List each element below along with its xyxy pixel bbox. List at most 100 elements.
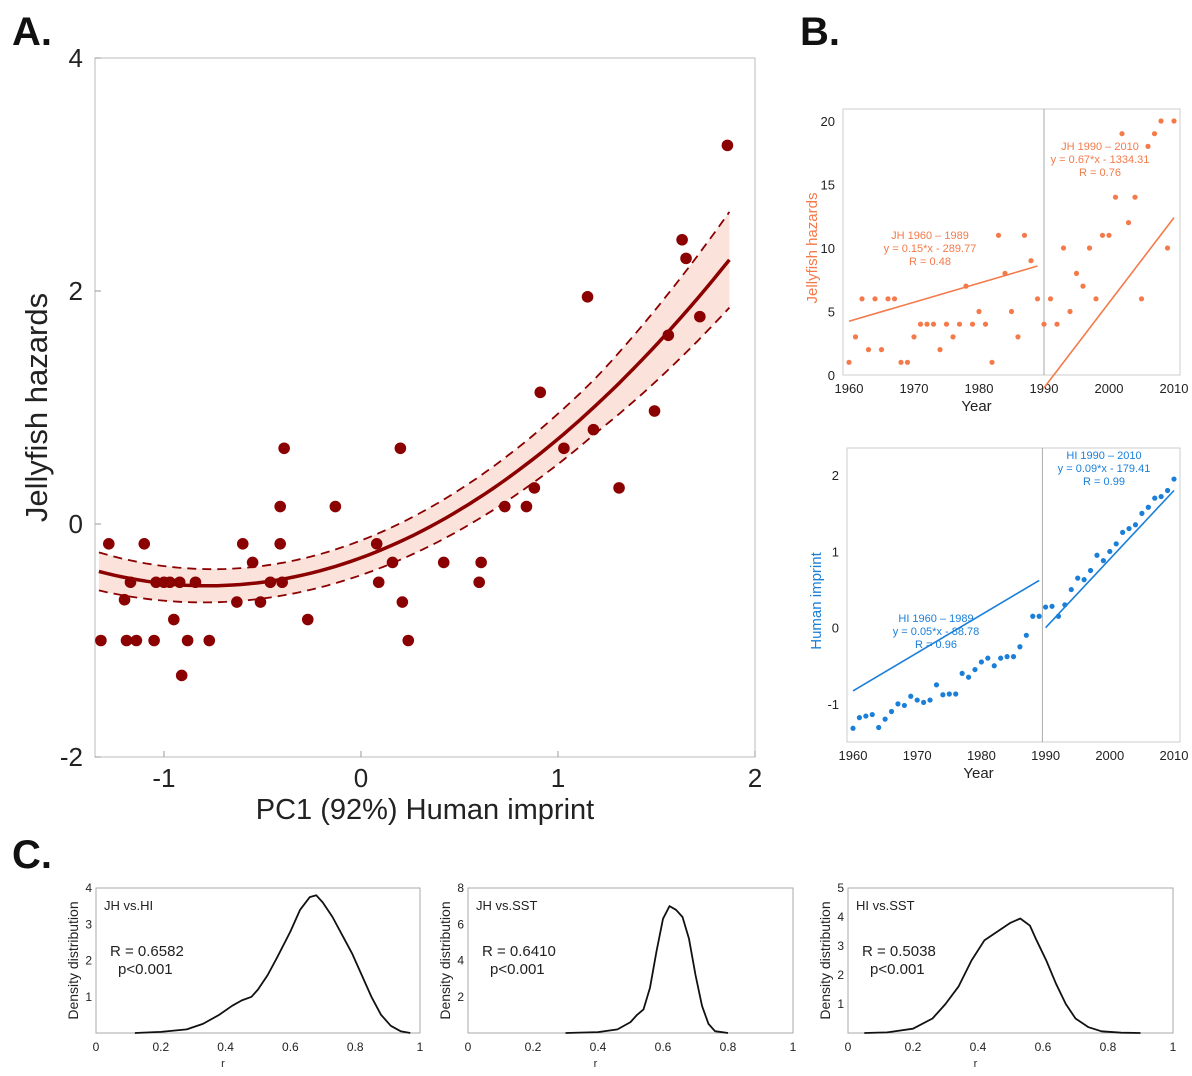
- chart-b-top-frame: [842, 108, 1181, 376]
- chart-a-point: [662, 329, 675, 342]
- chart-a-point: [276, 576, 288, 589]
- chart-c3-ytick-label: 2: [837, 968, 844, 982]
- chart-c2-xtick-label: 0.4: [590, 1040, 607, 1054]
- chart-b-top-point: [943, 321, 950, 327]
- chart-b-bottom-point: [850, 725, 856, 731]
- chart-b-bottom-point: [927, 697, 933, 703]
- chart-b-bottom-point: [908, 693, 914, 699]
- chart-b-top-point: [1164, 245, 1171, 251]
- chart-b-bottom-point: [1132, 522, 1139, 528]
- chart-a-point: [173, 576, 186, 589]
- chart-a-point: [130, 634, 143, 647]
- chart-a-point: [498, 500, 511, 513]
- chart-a-point: [138, 538, 151, 550]
- chart-a-point: [558, 442, 570, 455]
- chart-b-top-annotation-line: y = 0.15*x - 289.77: [884, 243, 977, 255]
- chart-b-top-point: [1080, 283, 1086, 289]
- chart-b-bottom-point: [965, 674, 972, 680]
- chart-b-top-annotation-line: y = 0.67*x - 1334.31: [1051, 154, 1150, 166]
- chart-c3-xtick-label: 0: [845, 1040, 852, 1054]
- chart-c2-ytick-label: 8: [457, 881, 464, 895]
- chart-c2-density-curve: [565, 905, 729, 1034]
- chart-b-top-point: [1002, 270, 1008, 276]
- chart-b-top-point: [995, 232, 1002, 238]
- chart-b-bottom-point: [1062, 602, 1068, 608]
- chart-a-xtick-label: 0: [354, 763, 368, 793]
- chart-a-point: [437, 556, 450, 569]
- chart-c1-ytick-label: 3: [85, 917, 92, 931]
- chart-b-bottom-xtick-label: 1970: [903, 748, 932, 763]
- chart-b-bottom-point: [914, 697, 920, 703]
- chart-a-point: [95, 634, 107, 647]
- chart-b-bottom-xtick-label: 2000: [1095, 748, 1124, 763]
- chart-c1-ytick-label: 4: [85, 881, 92, 895]
- chart-b-bottom-point: [998, 655, 1004, 661]
- chart-b-bottom-point: [1036, 613, 1042, 619]
- chart-c3-xtick-label: 0.8: [1100, 1040, 1117, 1054]
- chart-a-point: [175, 669, 188, 682]
- chart-a-point: [301, 613, 314, 626]
- chart-b-bottom-point: [972, 666, 978, 673]
- chart-c2-ytick-label: 2: [457, 990, 464, 1004]
- chart-b-bottom-xlabel: Year: [963, 765, 993, 782]
- chart-c1: 0 0.2 0.4 0.6 0.8 1 1 2 3 4 r Density distribution J…: [65, 881, 424, 1070]
- chart-c2-annotation-r: R = 0.6410: [482, 943, 556, 960]
- chart-b-top-point: [1112, 194, 1119, 200]
- chart-b-bottom-point: [1171, 476, 1177, 482]
- chart-b-top-point: [1158, 118, 1164, 124]
- chart-a-lower-bound: [98, 306, 731, 604]
- chart-b-top-point: [1041, 321, 1047, 327]
- chart-b-top-ytick-label: 0: [828, 368, 835, 383]
- chart-a-point: [394, 442, 407, 455]
- chart-c3-annotation-p: p<0.001: [870, 961, 925, 978]
- chart-b-top-xtick-label: 2000: [1095, 381, 1124, 396]
- chart-c1-title: JH vs.HI: [104, 898, 153, 913]
- chart-a-point: [164, 576, 176, 589]
- panel-label-b: B.: [800, 10, 840, 54]
- chart-b-bottom-point: [959, 670, 965, 677]
- chart-a-confidence-band: [98, 211, 730, 603]
- chart-b-top-xtick-label: 2010: [1160, 381, 1189, 396]
- chart-b-bottom-point: [1017, 644, 1023, 650]
- chart-b-top-point: [924, 321, 930, 327]
- chart-a-point: [721, 139, 734, 152]
- chart-c2-ylabel: Density distribution: [437, 901, 453, 1019]
- chart-c1-xtick-label: 0.8: [347, 1040, 364, 1054]
- chart-b-bottom-point: [1081, 577, 1087, 583]
- chart-a-point: [680, 252, 692, 265]
- chart-c1-ytick-label: 2: [85, 954, 92, 968]
- chart-c2-xtick-label: 0.6: [655, 1040, 672, 1054]
- chart-b-top-point: [917, 321, 924, 327]
- chart-b-top-point: [865, 347, 872, 353]
- chart-b-bottom-annotation-line: R = 0.96: [915, 639, 957, 651]
- chart-b-bottom-fit-line: [852, 579, 1040, 692]
- chart-b-top-point: [846, 359, 852, 365]
- chart-c1-xtick-label: 0.6: [282, 1040, 299, 1054]
- chart-b-bottom-point: [1068, 586, 1074, 593]
- chart-b-bottom-annotation-line: y = 0.05*x - 88.78: [893, 626, 980, 638]
- chart-b-bottom-annotation-line: HI 1960 – 1989: [898, 613, 973, 625]
- chart-a-point: [520, 500, 533, 513]
- chart-a-point: [676, 233, 688, 246]
- chart-b-bottom-point: [882, 716, 888, 722]
- chart-b-bottom-xtick-label: 1960: [839, 748, 868, 763]
- chart-b-top-point: [1119, 131, 1125, 137]
- chart-b-top-point: [1060, 245, 1067, 251]
- chart-c1-xtick-label: 0.4: [217, 1040, 234, 1054]
- chart-a-point: [473, 576, 485, 589]
- chart-b-bottom-point: [895, 701, 901, 707]
- chart-b-top-point: [1008, 308, 1015, 315]
- chart-b-bottom-point: [953, 691, 959, 697]
- chart-c3-xlabel: r: [974, 1058, 978, 1070]
- chart-a-point: [613, 482, 625, 494]
- chart-b-top-xtick-label: 1970: [900, 381, 929, 396]
- chart-b-bottom-point: [1152, 495, 1158, 501]
- chart-b-bottom-point: [1030, 613, 1036, 619]
- chart-a-point: [278, 442, 290, 455]
- chart-b-bottom-ylabel: Human imprint: [808, 551, 825, 649]
- chart-b-top-point: [1138, 296, 1145, 302]
- chart-c1-annotation-p: p<0.001: [118, 961, 173, 978]
- chart-b-top-point: [1028, 258, 1034, 264]
- chart-b-bottom-point: [856, 715, 863, 721]
